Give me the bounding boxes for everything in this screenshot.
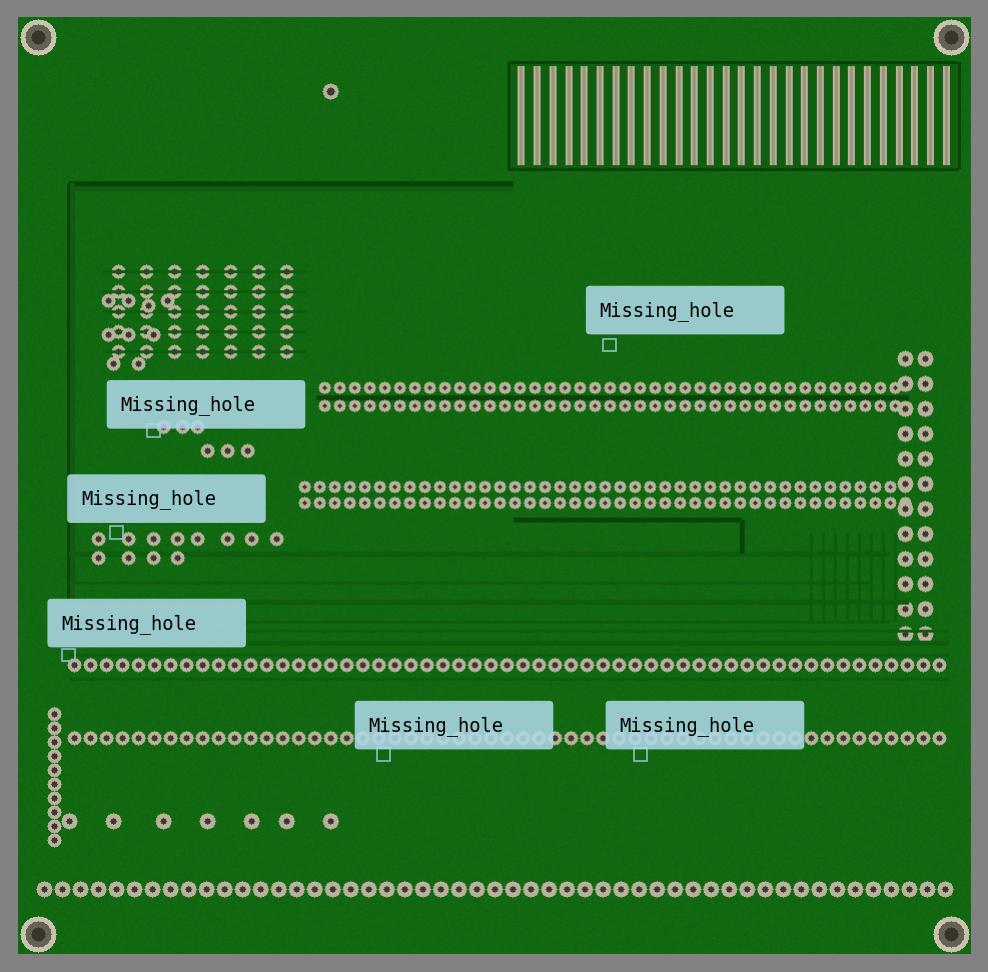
Bar — [634, 748, 647, 761]
FancyBboxPatch shape — [47, 599, 246, 647]
Text: Missing_hole: Missing_hole — [121, 396, 256, 415]
Bar — [603, 339, 617, 352]
Text: Missing_hole: Missing_hole — [600, 301, 735, 321]
FancyBboxPatch shape — [107, 380, 305, 429]
FancyBboxPatch shape — [355, 701, 553, 749]
Bar — [61, 649, 75, 662]
Text: Missing_hole: Missing_hole — [81, 490, 216, 509]
Bar — [376, 748, 389, 761]
FancyBboxPatch shape — [67, 474, 266, 523]
Text: Missing_hole: Missing_hole — [369, 716, 504, 736]
Text: Missing_hole: Missing_hole — [619, 716, 755, 736]
FancyBboxPatch shape — [586, 286, 784, 334]
Bar — [146, 425, 160, 437]
Bar — [110, 527, 123, 539]
Text: Missing_hole: Missing_hole — [61, 614, 197, 634]
FancyBboxPatch shape — [606, 701, 804, 749]
